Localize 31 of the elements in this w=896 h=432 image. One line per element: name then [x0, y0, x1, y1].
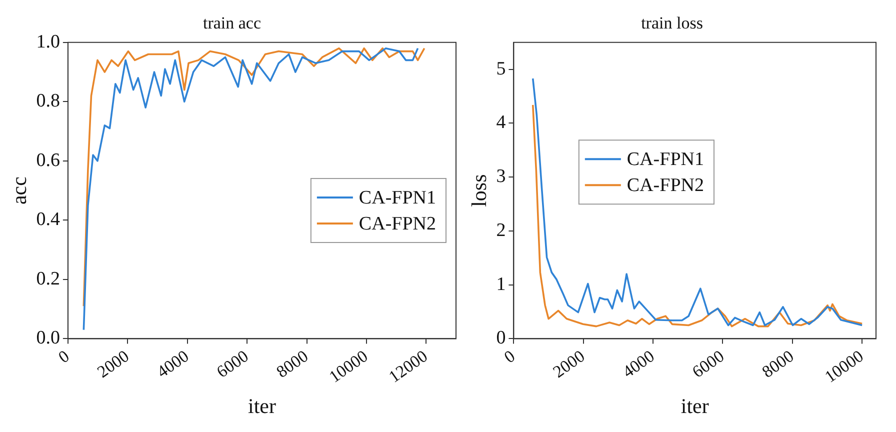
x-tick-label: 6000	[213, 346, 252, 382]
x-tick-label: 4000	[153, 346, 192, 382]
legend-label: CA-FPN1	[626, 149, 704, 170]
y-tick-label: 0.2	[36, 268, 60, 290]
legend-label: CA-FPN1	[358, 188, 436, 209]
legend-label: CA-FPN2	[358, 214, 436, 235]
y-tick-label: 1	[496, 274, 506, 295]
chart-title: train acc	[202, 14, 262, 33]
y-tick-label: 3	[496, 166, 506, 188]
y-axis-title: acc	[7, 176, 32, 205]
x-tick-label: 2000	[94, 346, 133, 382]
y-tick-label: 4	[496, 112, 506, 134]
y-tick-label: 2	[496, 220, 506, 241]
chart-title: train loss	[641, 14, 703, 33]
y-tick-label: 0.8	[36, 90, 60, 112]
y-tick-label: 0	[496, 328, 506, 349]
y-tick-label: 5	[496, 58, 506, 80]
y-tick-label: 1.0	[36, 31, 60, 52]
x-tick-label: 4000	[619, 346, 658, 382]
x-tick-label: 2000	[549, 346, 588, 382]
x-axis-title: iter	[680, 394, 709, 418]
x-tick-label: 6000	[688, 346, 728, 382]
legend-label: CA-FPN2	[626, 175, 704, 196]
y-tick-label: 0.6	[36, 150, 60, 171]
y-tick-label: 0.4	[36, 209, 60, 230]
x-tick-label: 8000	[272, 346, 312, 382]
x-axis-title: iter	[248, 394, 276, 418]
y-axis-title: loss	[467, 174, 492, 207]
x-tick-label: 8000	[758, 346, 798, 382]
x-tick-label: 0	[54, 346, 73, 367]
y-tick-label: 0.0	[36, 328, 60, 349]
